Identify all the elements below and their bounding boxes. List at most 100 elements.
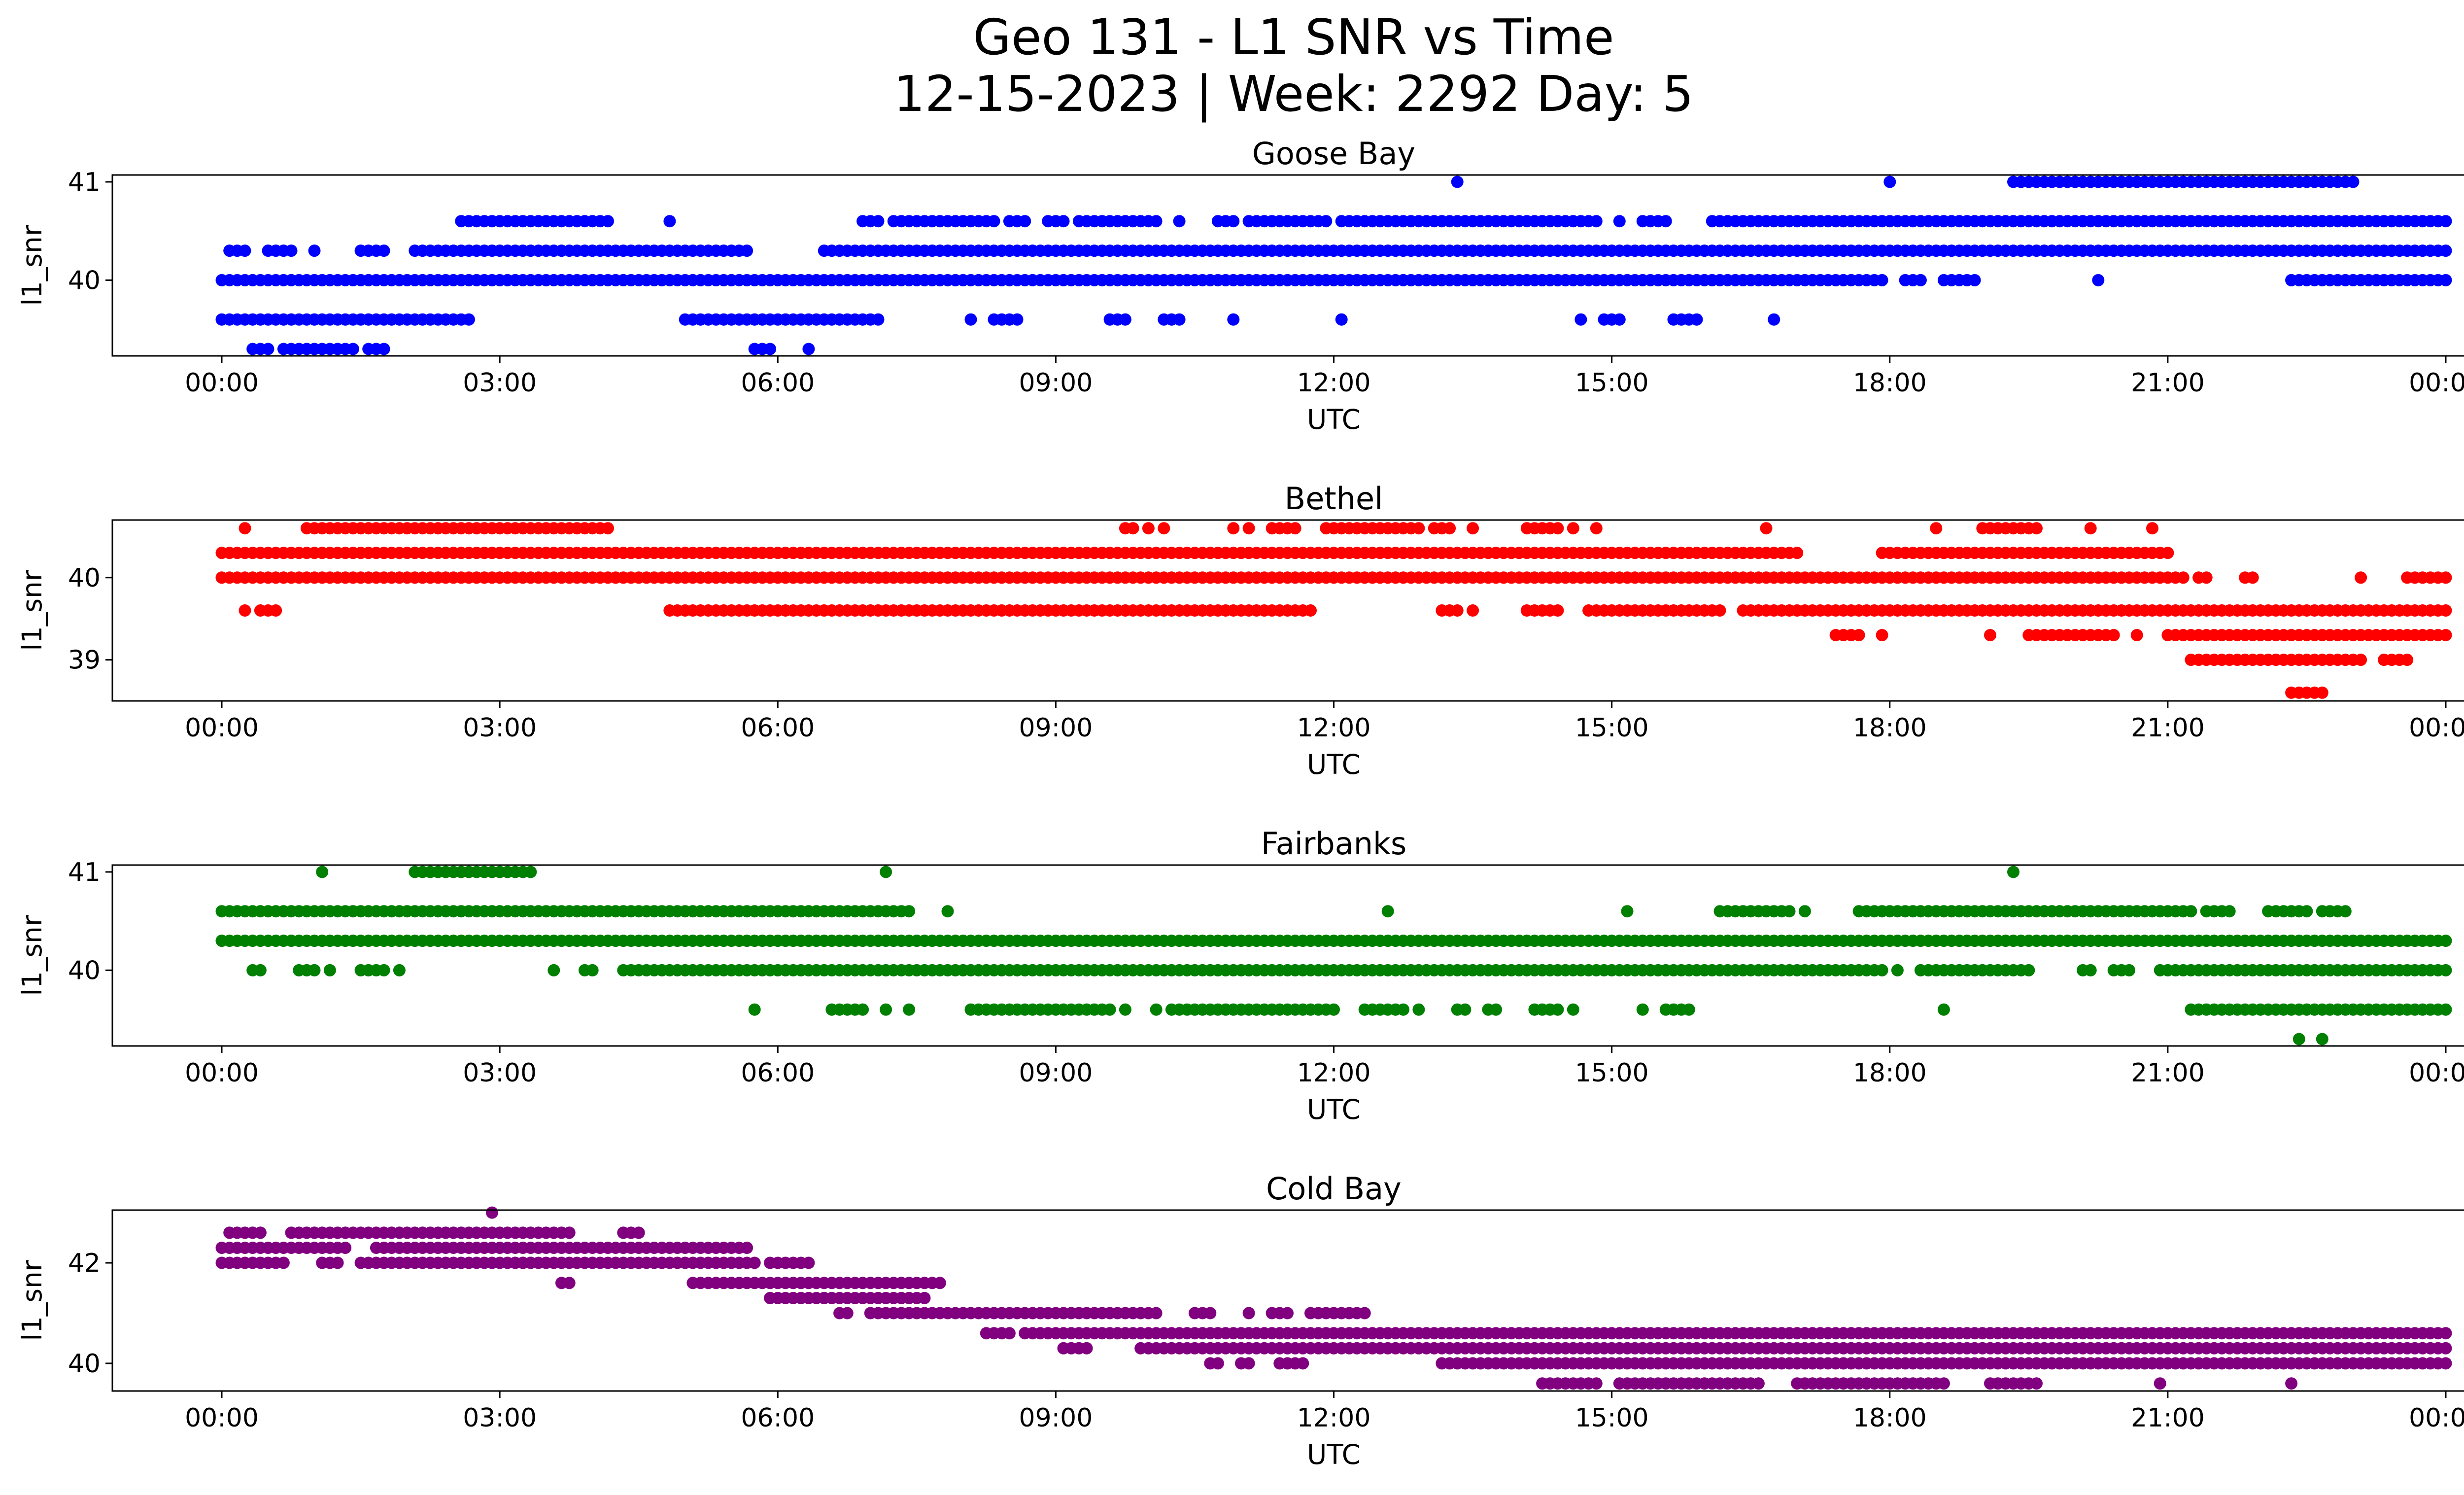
data-point [2439,1357,2452,1370]
data-point [1551,1003,1564,1016]
data-point [2401,654,2414,666]
x-tick-label: 21:00 [2131,1403,2205,1433]
x-tick-label: 03:00 [463,368,537,398]
data-point [316,866,329,878]
data-point [741,244,753,257]
data-point [1227,313,1240,326]
data-point [1937,1003,1950,1016]
y-axis-label: l1_snr [16,1260,48,1341]
data-point [841,1307,854,1320]
data-point [988,215,1000,228]
data-point [1968,274,1981,286]
x-tick-label: 15:00 [1575,368,1649,398]
data-point [1358,1307,1371,1320]
data-point [1459,1003,1472,1016]
x-tick-label: 03:00 [463,1403,537,1433]
data-point [2084,964,2097,976]
data-point [1242,1357,1255,1370]
subplot-fairbanks: Fairbanks 00:00 03:00 06:00 09:00 12:00 15:00 1… [16,826,2464,1125]
data-point [2439,1003,2452,1016]
data-point [2339,905,2352,918]
data-point [2439,244,2452,257]
data-point [1590,522,1603,535]
x-tick-label: 00:00 [2409,368,2464,398]
data-point [2177,571,2190,584]
x-axis-label: UTC [1307,1439,1361,1470]
data-point [254,964,267,976]
data-point [1876,274,1888,286]
data-point [285,244,298,257]
data-point [1173,313,1186,326]
data-point [1760,522,1773,535]
subplot-goose-bay: Goose Bay 00:00 03:00 06:00 09:00 12:00 15:00 1… [16,136,2464,435]
data-point [1852,629,1865,641]
data-point [1150,215,1163,228]
data-point [1752,1377,1765,1390]
data-point [2439,964,2452,976]
data-point [2439,1342,2452,1355]
data-point [270,604,282,617]
x-tick-label: 09:00 [1019,1058,1093,1088]
data-point [1451,175,1464,188]
data-point [1682,1003,1695,1016]
data-point [254,1226,267,1239]
data-point [2439,571,2452,584]
data-point [1613,215,1626,228]
x-axis-label: UTC [1307,749,1361,780]
data-point [1281,1307,1294,1320]
data-point [602,522,614,535]
data-point [1397,1003,1409,1016]
data-point [2030,522,2043,535]
x-tick-label: 00:00 [2409,1058,2464,1088]
data-point [277,1256,290,1269]
data-point [1567,1003,1579,1016]
data-point [1119,313,1131,326]
data-point [2022,964,2035,976]
y-tick-label: 40 [68,956,101,985]
data-point [872,215,885,228]
data-point [1204,1307,1217,1320]
y-tick-label: 40 [68,563,101,593]
data-point [2092,274,2105,286]
data-point [1551,604,1564,617]
data-point [2439,604,2452,617]
x-tick-label: 00:00 [185,368,259,398]
data-point [2185,905,2197,918]
figure-title-line1: Geo 131 - L1 SNR vs Time [973,8,1614,66]
data-point [393,964,406,976]
y-tick-label: 40 [68,1349,101,1379]
data-point [1783,905,1796,918]
data-point [2439,1327,2452,1340]
scatter-series [215,1206,2452,1390]
x-tick-label: 15:00 [1575,713,1649,743]
y-tick-label: 42 [68,1249,101,1278]
data-point [1490,1003,1503,1016]
x-tick-label: 00:00 [185,1403,259,1433]
data-point [1883,175,1896,188]
subplot-cold-bay: Cold Bay 00:00 03:00 06:00 09:00 12:00 15:00 18… [16,1171,2464,1470]
x-tick-label: 03:00 [463,1058,537,1088]
data-point [1690,313,1703,326]
y-tick-label: 41 [68,168,101,197]
data-point [1320,215,1333,228]
data-point [1412,522,1425,535]
data-point [1876,964,1888,976]
data-point [1937,1377,1950,1390]
data-point [1242,1307,1255,1320]
data-point [1876,629,1888,641]
data-point [1791,547,1804,559]
data-point [880,866,892,878]
data-point [1227,215,1240,228]
x-tick-label: 12:00 [1297,1403,1371,1433]
data-point [239,522,251,535]
data-point [2439,215,2452,228]
data-point [856,1003,869,1016]
data-point [2293,1033,2305,1045]
data-point [377,343,390,355]
data-point [1713,604,1726,617]
x-tick-label: 06:00 [741,713,815,743]
x-tick-label: 12:00 [1297,1058,1371,1088]
data-point [2439,274,2452,286]
data-point [802,1256,815,1269]
data-point [524,866,537,878]
